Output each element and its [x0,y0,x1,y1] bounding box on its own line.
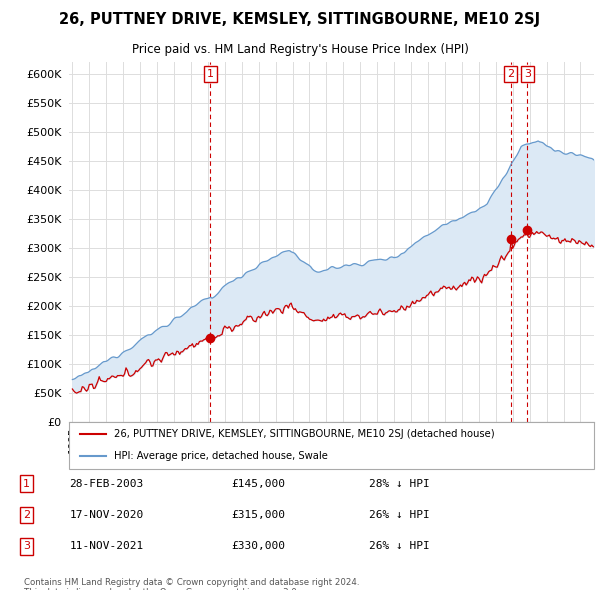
Text: 3: 3 [524,69,531,79]
Text: 2: 2 [507,69,514,79]
FancyBboxPatch shape [69,422,594,469]
Text: 28-FEB-2003: 28-FEB-2003 [70,478,144,489]
Text: 28% ↓ HPI: 28% ↓ HPI [369,478,430,489]
Text: 2: 2 [23,510,30,520]
Text: 1: 1 [207,69,214,79]
Text: £315,000: £315,000 [231,510,285,520]
Text: £145,000: £145,000 [231,478,285,489]
Text: 26, PUTTNEY DRIVE, KEMSLEY, SITTINGBOURNE, ME10 2SJ (detached house): 26, PUTTNEY DRIVE, KEMSLEY, SITTINGBOURN… [113,429,494,439]
Text: HPI: Average price, detached house, Swale: HPI: Average price, detached house, Swal… [113,451,328,461]
Text: £330,000: £330,000 [231,542,285,552]
Text: 26% ↓ HPI: 26% ↓ HPI [369,542,430,552]
Text: 26% ↓ HPI: 26% ↓ HPI [369,510,430,520]
Text: Price paid vs. HM Land Registry's House Price Index (HPI): Price paid vs. HM Land Registry's House … [131,44,469,57]
Text: 1: 1 [23,478,30,489]
Text: Contains HM Land Registry data © Crown copyright and database right 2024.
This d: Contains HM Land Registry data © Crown c… [23,578,359,590]
Text: 17-NOV-2020: 17-NOV-2020 [70,510,144,520]
Text: 3: 3 [23,542,30,552]
Text: 11-NOV-2021: 11-NOV-2021 [70,542,144,552]
Text: 26, PUTTNEY DRIVE, KEMSLEY, SITTINGBOURNE, ME10 2SJ: 26, PUTTNEY DRIVE, KEMSLEY, SITTINGBOURN… [59,12,541,27]
